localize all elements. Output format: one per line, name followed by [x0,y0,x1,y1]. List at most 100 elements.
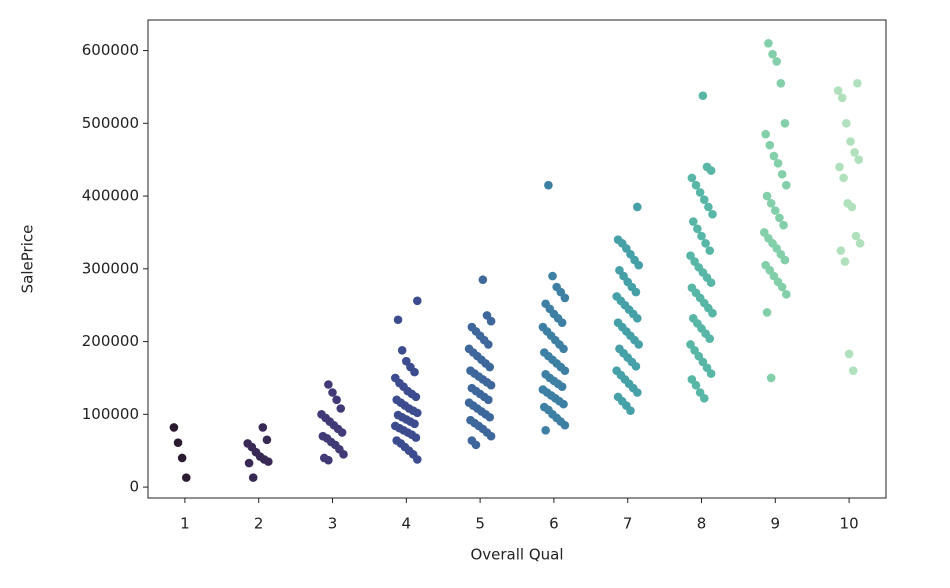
point [782,180,791,190]
point [633,202,642,212]
y-tick-label: 300000 [82,259,139,277]
point [855,239,865,248]
point [336,404,346,413]
point [258,423,268,432]
point [324,380,333,389]
x-axis-label: Overall Qual [470,546,563,564]
point [631,362,641,371]
point [780,255,790,265]
point [478,275,488,285]
x-tick-label: 2 [254,515,264,533]
point [181,473,191,482]
point [559,344,568,354]
y-tick-label: 200000 [82,332,139,350]
point [631,287,641,297]
point [782,289,791,299]
point [411,392,421,402]
point [634,260,643,270]
point [766,199,776,208]
point [557,318,567,327]
point [853,78,862,88]
point [773,159,783,168]
point [777,169,787,179]
point [393,315,403,325]
point [775,213,784,223]
point [764,38,773,48]
point [762,308,772,317]
point [328,388,337,397]
point [846,137,855,146]
point [633,388,642,397]
point [169,423,179,432]
point [413,296,422,306]
point [840,257,850,266]
plot-frame [147,19,887,499]
point [548,271,557,281]
point [332,395,341,405]
point [842,119,851,128]
point [691,180,701,190]
x-tick-label: 1 [180,515,190,533]
point [706,166,716,175]
point [777,282,787,292]
point [560,293,570,303]
point [695,188,705,197]
x-tick-label: 6 [549,515,559,533]
point [339,450,348,459]
point [633,313,642,323]
point [705,334,715,343]
x-tick-label: 8 [697,515,707,533]
point [768,49,777,59]
point [708,308,717,318]
point [634,340,643,349]
point [779,220,788,230]
y-tick-label: 600000 [82,41,139,59]
x-tick-label: 3 [328,515,338,533]
point [780,119,790,128]
point [262,435,272,445]
point [847,202,857,212]
point [708,209,717,219]
point [697,231,706,241]
point [560,366,570,375]
point [837,93,847,103]
point [413,455,422,464]
point [772,57,781,66]
point [486,431,496,441]
point [839,173,848,183]
x-tick-label: 9 [771,515,781,533]
point [687,173,697,183]
point [699,394,709,403]
point [626,406,635,415]
point [771,206,780,215]
point [765,140,775,150]
point [776,78,786,88]
point [699,195,709,205]
point [177,453,187,463]
point [705,246,715,255]
point [544,180,553,190]
point [848,366,858,375]
point [701,239,710,248]
point [706,278,716,287]
point [485,362,495,372]
point [264,457,273,466]
point [397,346,407,355]
point [559,399,568,409]
point [413,408,422,418]
point [850,148,859,157]
point [851,231,861,241]
point [844,349,854,359]
point [836,246,846,255]
point [704,202,713,212]
x-tick-label: 7 [623,515,633,533]
point [557,382,567,391]
point [324,455,333,465]
point [693,224,702,234]
x-tick-label: 5 [475,515,485,533]
point [766,373,776,383]
point [560,420,570,430]
point [762,191,772,201]
point [173,438,183,448]
y-tick-label: 400000 [82,187,139,205]
